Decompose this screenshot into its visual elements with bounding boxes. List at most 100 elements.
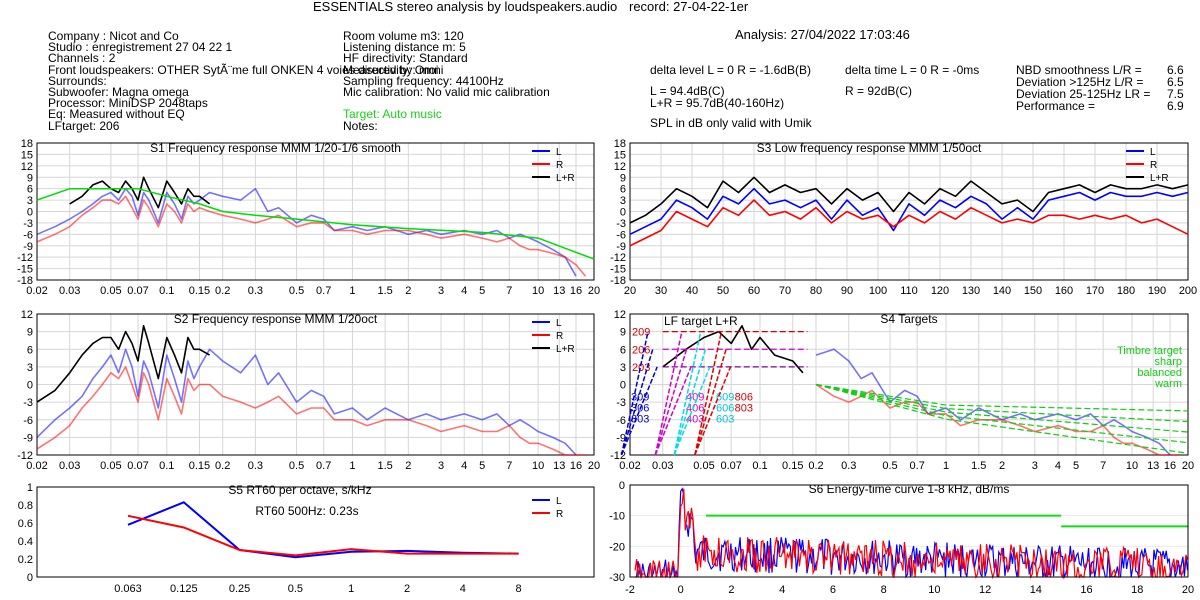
y-tick-label: -20 [609,541,625,553]
info-line: Eq: Measured without EQ [48,107,185,122]
x-tick-label: 1 [348,583,354,595]
timbre-target-line [815,383,1189,412]
lf-slope [673,366,711,456]
x-tick-label: 0.3 [248,285,263,297]
y-tick-label: 0 [620,380,626,392]
x-tick-label: 3 [1032,460,1038,472]
series-line-r [36,195,587,277]
lf-target-title: LF target L+R [664,314,738,328]
y-tick-label: 18 [614,138,626,150]
x-tick-label: 10 [1126,460,1138,472]
x-tick-label: 7 [1100,460,1106,472]
plot-frame [629,142,1189,281]
y-tick-label: 3 [27,195,33,207]
x-tick-label: 1.5 [377,460,392,472]
slope-label: 306 [631,402,649,414]
series-line-r [127,514,519,557]
x-tick-label: 70 [779,285,791,297]
x-tick-label: 2 [405,460,411,472]
x-tick-label: 180 [1117,285,1135,297]
x-tick-label: 4 [461,460,467,472]
x-tick-label: 0.03 [59,285,80,297]
y-tick-label: 0.2 [18,554,33,566]
y-tick-label: -18 [17,275,33,287]
y-tick-label: 15 [21,149,33,161]
x-tick-label: 0.5 [289,285,304,297]
info-line: Measured by: moi [343,62,439,77]
x-tick-label: 6 [830,584,836,596]
x-tick-label: 150 [1024,285,1042,297]
lf-slope [694,349,727,456]
r-spl: R = 92dB(C) [845,84,913,98]
info-line: Subwoofer: Magna omega [48,85,189,99]
y-tick-label: -9 [616,241,626,253]
x-tick-label: 140 [993,285,1011,297]
legend-label: L [556,318,562,329]
x-tick-label: 10 [532,285,544,297]
x-tick-label: 0.15 [189,285,210,297]
x-tick-label: 190 [1148,285,1166,297]
info-line: Mic calibration: No valid mic calibratio… [343,85,550,99]
y-tick-label: -6 [23,229,33,241]
x-tick-label: 0 [678,584,684,596]
x-tick-label: 4 [460,583,466,595]
score-label: NBD smoothness L/R = [1016,63,1142,77]
x-tick-label: 0.063 [114,583,142,595]
plot-frame [36,486,595,578]
x-tick-label: 0.07 [720,460,741,472]
y-tick-label: 18 [21,138,33,150]
x-tick-label: 60 [748,285,760,297]
timbre-target-line [815,383,1189,454]
timbre-label: warm [1154,378,1182,390]
info-line: Channels : 2 [48,51,116,66]
x-tick-label: 160 [1055,285,1073,297]
x-tick-label: 0.05 [693,460,714,472]
x-tick-label: 13 [553,460,565,472]
y-tick-label: -3 [616,218,626,230]
y-tick-label: 3 [620,362,626,374]
lf-slope [673,349,707,456]
x-tick-label: 0.7 [910,460,925,472]
chart-title: S1 Frequency response MMM 1/20-1/6 smoot… [150,141,401,155]
y-tick-label: 12 [21,309,33,321]
chart-title: S2 Frequency response MMM 1/20oct [174,312,378,326]
lf-slope [673,331,702,456]
info-line: Listening distance m: 5 [343,40,466,55]
series-line-lpr [36,324,210,403]
x-tick-label: 18 [1131,584,1143,596]
y-tick-label: 0 [619,480,625,492]
slope-label: 803 [735,402,753,414]
info-line: Processor: MiniDSP 2048taps [48,96,208,111]
x-tick-label: 2 [405,285,411,297]
chart-title: S5 RT60 per octave, s/kHz [228,483,371,497]
x-tick-label: 1.5 [971,460,986,472]
y-tick-label: 9 [620,327,626,339]
x-tick-label: 12 [979,584,991,596]
y-tick-label: 0 [620,207,626,219]
x-tick-label: 2 [999,460,1005,472]
slope-label: 609 [716,391,734,403]
legend-label: L+R [556,344,575,355]
info-line: LFtarget: 206 [48,118,120,133]
info-line: Front loudspeakers: OTHER SytÃ¨me full O… [48,62,444,77]
x-tick-label: 16 [1080,584,1092,596]
score-label: Deviation 25-125Hz LR = [1016,87,1151,101]
x-tick-label: 5 [479,460,485,472]
y-tick-label: -10 [609,511,625,523]
x-tick-label: -2 [625,584,635,596]
y-tick-label: -12 [610,450,626,462]
x-tick-label: 30 [655,285,667,297]
legend-label: L [1150,147,1156,158]
y-tick-label: 15 [614,149,626,161]
y-tick-label: 12 [21,161,33,173]
x-tick-label: 0.05 [100,460,121,472]
x-tick-label: 50 [717,285,729,297]
x-tick-label: 0.1 [752,460,767,472]
x-tick-label: 0.15 [782,460,803,472]
slope-label: 606 [716,402,734,414]
x-tick-label: 20 [588,460,600,472]
chart-title: S6 Energy-time curve 1-8 kHz, dB/ms [809,482,1010,496]
x-tick-label: 3 [438,285,444,297]
x-tick-label: 0.5 [288,583,303,595]
x-tick-label: 40 [686,285,698,297]
